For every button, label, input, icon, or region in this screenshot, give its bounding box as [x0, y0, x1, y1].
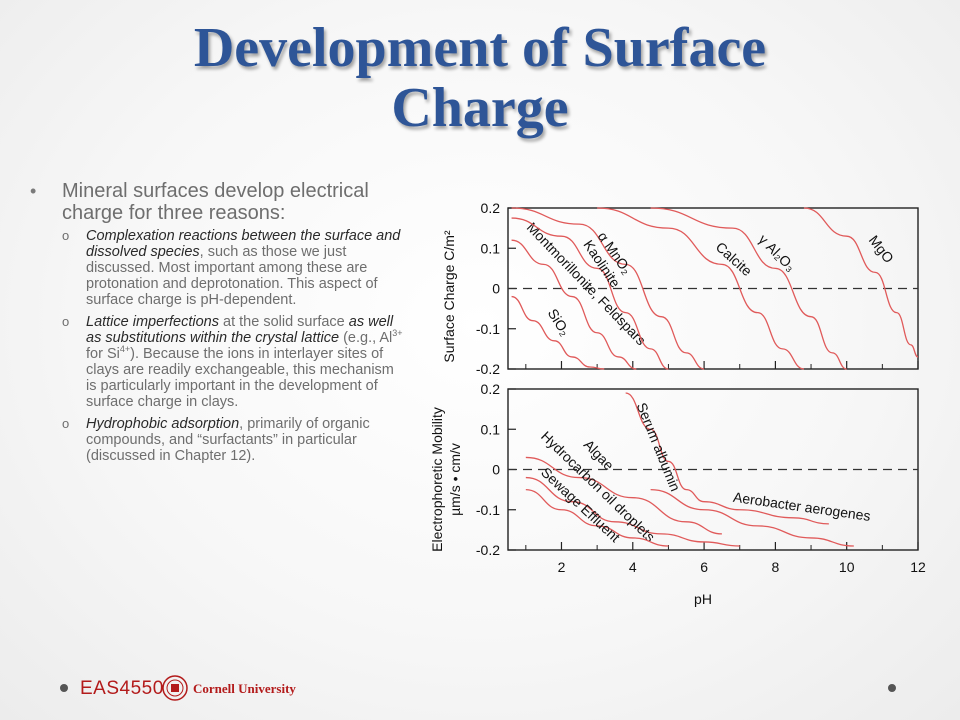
- sub-bullet-emphasis: Hydrophobic adsorption: [86, 416, 240, 432]
- superscript: 4+: [119, 344, 131, 355]
- x-tick-label: 2: [558, 559, 566, 575]
- y-tick-label: -0.2: [476, 542, 500, 558]
- sub-bullet-emphasis: Complexation reactions between the surfa…: [86, 228, 401, 260]
- curve-5: [650, 207, 847, 370]
- curve-label: Serum albumin: [634, 400, 684, 493]
- curve-1: [511, 239, 637, 370]
- y-tick-label: -0.1: [476, 321, 500, 337]
- course-code: EAS4550: [80, 678, 164, 699]
- cornell-seal-icon: [162, 675, 188, 701]
- sub-bullet-complexation: o Complexation reactions between the sur…: [30, 228, 408, 308]
- curve-0: [511, 295, 605, 370]
- main-bullet-text: Mineral surfaces develop electrical char…: [62, 180, 369, 224]
- curve-4: [650, 488, 854, 547]
- x-tick-label: 12: [910, 559, 926, 575]
- curve-label: SiO₂: [545, 306, 574, 339]
- sub-bullet-marker-icon: o: [62, 228, 70, 243]
- curve-1: [525, 456, 722, 535]
- curve-3: [511, 207, 705, 370]
- footer-dot-right-icon: [888, 684, 896, 692]
- curve-3: [525, 488, 669, 547]
- bullet-dot-icon: •: [30, 181, 37, 201]
- y-tick-label: 0.2: [481, 200, 501, 216]
- y-tick-label: -0.2: [476, 361, 500, 377]
- sub-bullet-text: for Si: [86, 346, 120, 362]
- x-tick-label: 10: [839, 559, 855, 575]
- title-line-2: Charge: [391, 77, 569, 139]
- sub-bullet-text: , primarily of organic compounds, and “s…: [86, 416, 370, 464]
- sub-bullet-marker-icon: o: [62, 416, 70, 431]
- x-tick-label: 6: [700, 559, 708, 575]
- curve-0: [625, 392, 829, 525]
- footer-dot-left-icon: [60, 684, 68, 692]
- y-tick-label: 0.1: [481, 240, 501, 256]
- sub-bullet-text: ). Because the ions in interlayer sites …: [86, 346, 394, 410]
- sub-bullet-text: (e.g., Al: [339, 330, 393, 346]
- title-line-1: Development of Surface: [193, 17, 767, 79]
- sub-bullet-list: o Complexation reactions between the sur…: [30, 228, 408, 464]
- main-bullet: • Mineral surfaces develop electrical ch…: [30, 180, 408, 224]
- x-axis-title: pH: [694, 591, 712, 607]
- y-tick-label: 0.2: [481, 381, 501, 397]
- footer: EAS4550 Cornell University: [0, 660, 960, 720]
- sub-bullet-text: at the solid surface: [218, 314, 349, 330]
- slide-title: Development of Surface Charge: [60, 18, 900, 138]
- superscript: 3+: [392, 328, 403, 339]
- y-tick-label: 0: [492, 281, 500, 297]
- x-tick-label: 8: [771, 559, 779, 575]
- curve-label: Calcite: [713, 239, 756, 280]
- curve-label: MgO: [866, 232, 897, 266]
- y-axis-title: Surface Charge C/m²: [441, 230, 457, 363]
- y-tick-label: 0: [492, 462, 500, 478]
- curve-2: [525, 476, 740, 547]
- y-axis-title: µm/s • cm/v: [447, 443, 463, 516]
- y-tick-label: 0.1: [481, 421, 501, 437]
- sub-bullet-marker-icon: o: [62, 314, 70, 329]
- curve-4: [597, 207, 805, 370]
- bullet-list: • Mineral surfaces develop electrical ch…: [30, 180, 408, 470]
- university-name: Cornell University: [193, 681, 296, 696]
- sub-bullet-emphasis: Lattice imperfections: [86, 314, 219, 330]
- curve-2: [511, 217, 669, 370]
- sub-bullet-lattice: o Lattice imperfections at the solid sur…: [30, 314, 408, 410]
- y-axis-title: Electrophoretic Mobility: [429, 407, 445, 552]
- x-tick-label: 4: [629, 559, 637, 575]
- curve-6: [803, 207, 919, 358]
- sub-bullet-hydrophobic: o Hydrophobic adsorption, primarily of o…: [30, 416, 408, 464]
- sub-bullet-emphasis: as well as substitutions within the crys…: [86, 314, 394, 346]
- sub-bullet-text: , such as those we just discussed. Most …: [86, 244, 378, 308]
- y-tick-label: -0.1: [476, 502, 500, 518]
